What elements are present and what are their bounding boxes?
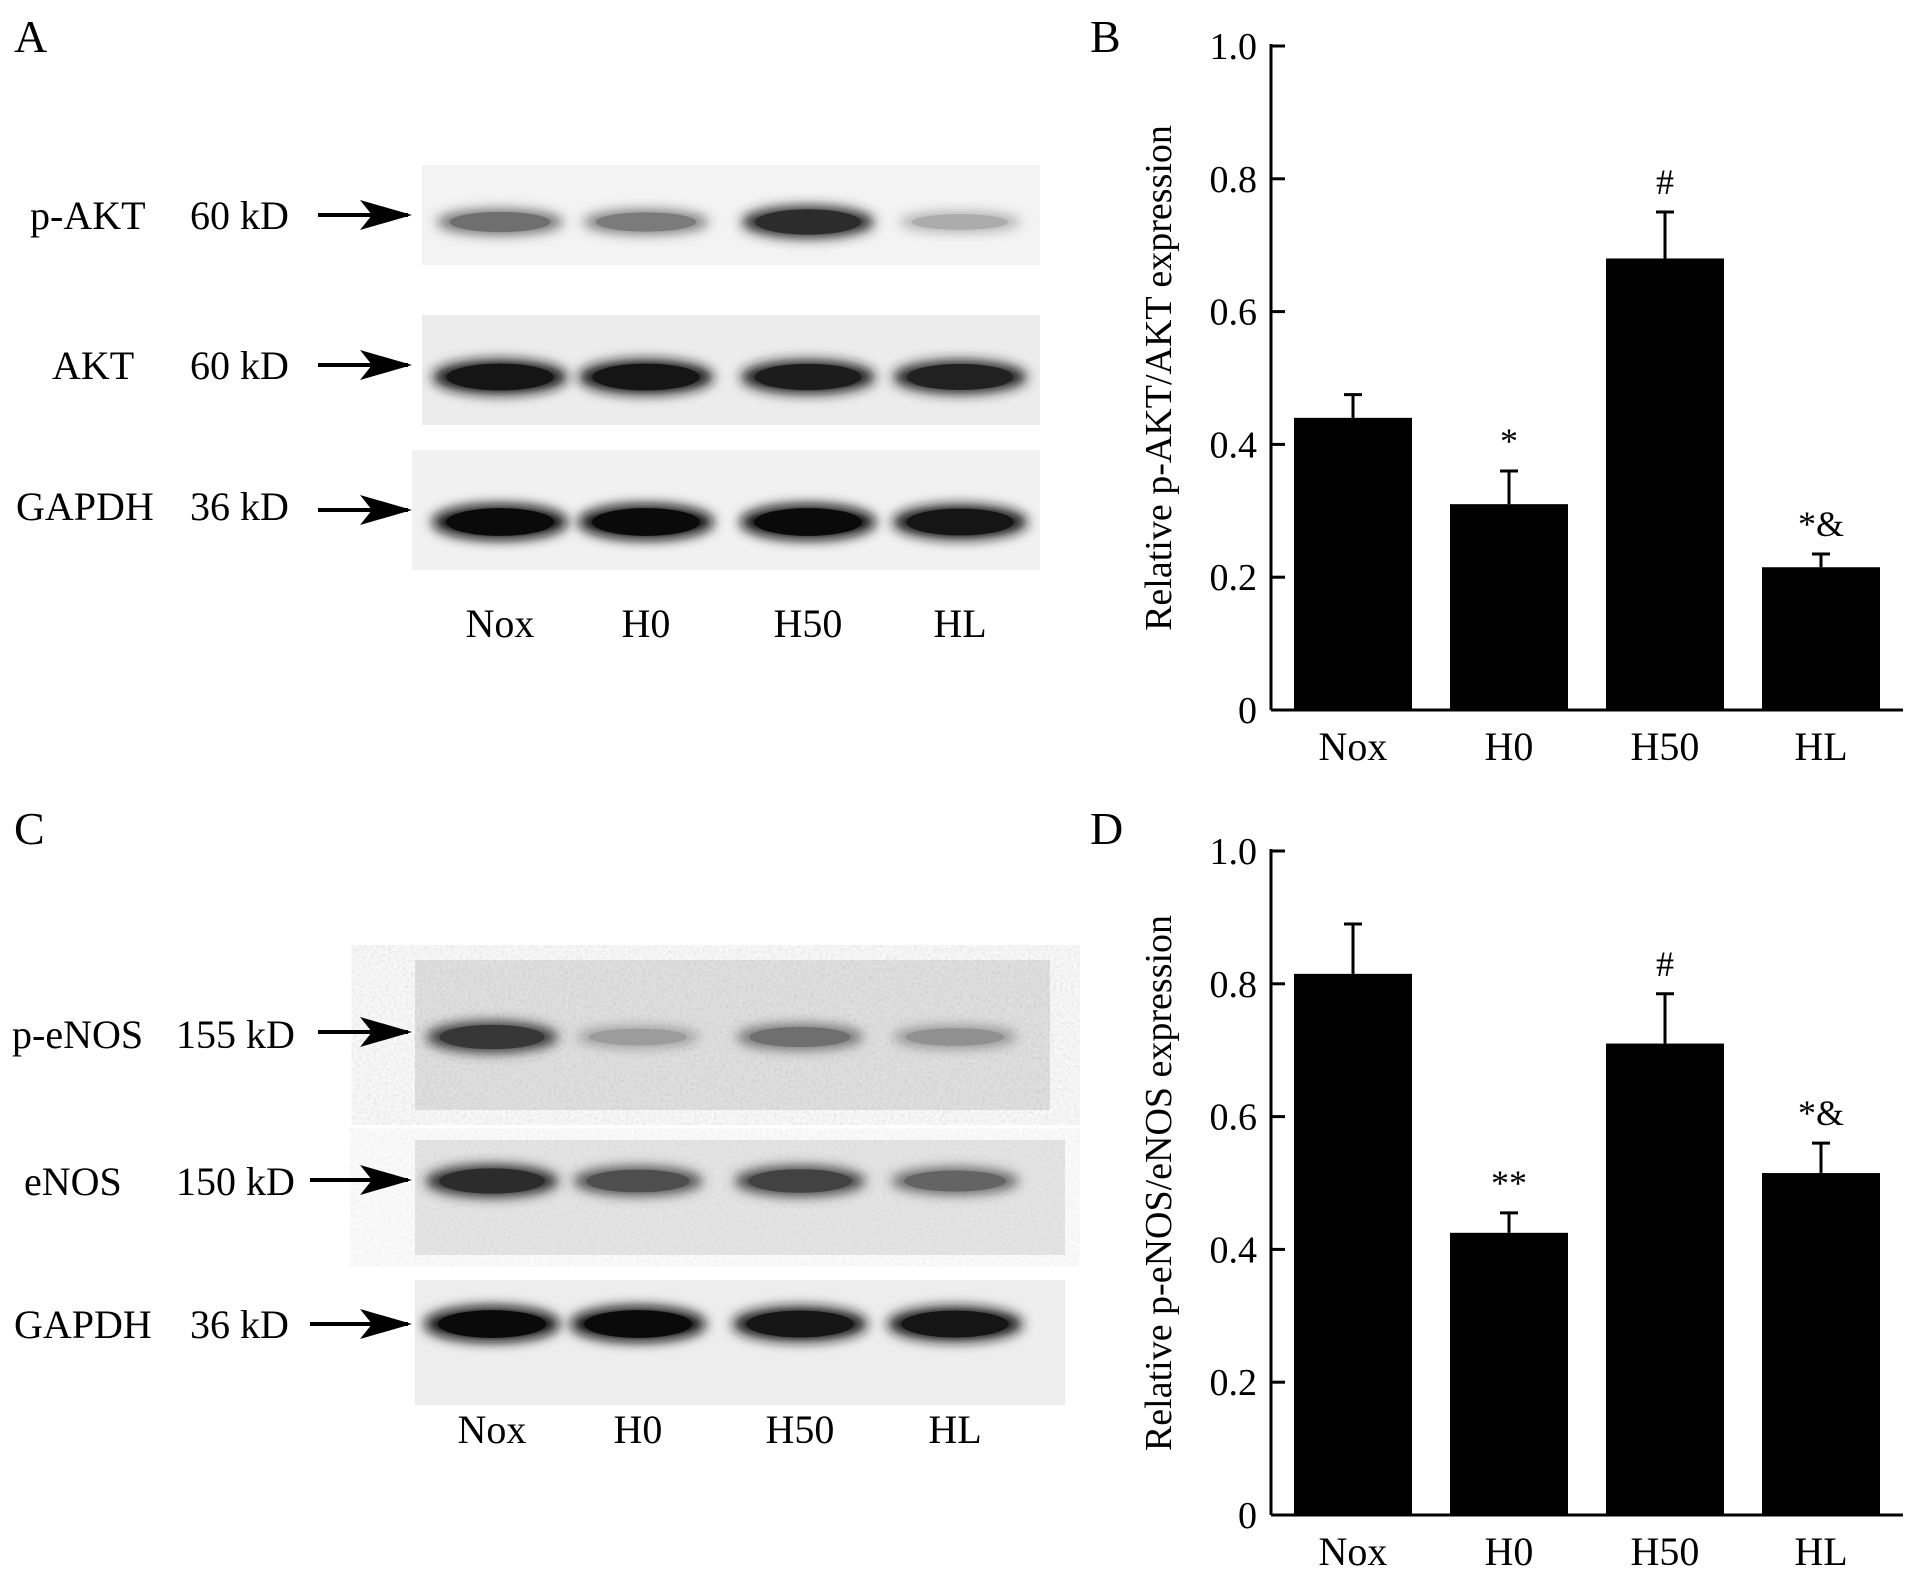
y-tick-label: 0 [1238, 690, 1257, 732]
band-group [424, 1021, 1023, 1342]
protein-band-core [596, 212, 696, 232]
blot-image-c [310, 960, 1065, 1405]
band-label-protein: GAPDH [14, 1302, 152, 1347]
x-tick-label: H0 [1485, 1529, 1534, 1570]
protein-band-core [439, 1168, 545, 1194]
band-label-protein: p-AKT [30, 193, 146, 238]
panel-letter-d: D [1090, 803, 1124, 854]
y-tick-label: 0.6 [1210, 292, 1258, 334]
protein-band-core [754, 363, 862, 391]
y-tick-label: 0.2 [1210, 1362, 1258, 1404]
y-tick-label: 0.4 [1210, 1229, 1258, 1271]
protein-band-core [904, 1170, 1006, 1192]
bar [1450, 1232, 1568, 1515]
protein-band-core [905, 1028, 1005, 1046]
band-label-size: 60 kD [190, 343, 289, 388]
bar [1294, 417, 1412, 710]
y-axis-label: Relative p-AKT/AKT expression [1138, 125, 1180, 631]
bar-chart-d: 0 0.2 0.4 0.6 0.8 1.0 Relative p-eNOS/eNOS exp… [1138, 831, 1903, 1570]
protein-band-core [589, 1028, 687, 1046]
y-tick-label: 1.0 [1210, 26, 1258, 68]
protein-band-core [746, 1310, 854, 1338]
y-tick-label: 0 [1238, 1495, 1257, 1537]
significance-marker: ** [1491, 1163, 1527, 1203]
band-label-size: 36 kD [190, 484, 289, 529]
arrow-icon [318, 1017, 412, 1047]
bar [1606, 258, 1724, 710]
y-tick-label: 0.8 [1210, 964, 1258, 1006]
protein-band-core [446, 508, 554, 536]
lane-label: Nox [457, 1407, 527, 1452]
y-tick-label: 1.0 [1210, 831, 1258, 873]
panel-letter-c: C [14, 803, 45, 854]
lane-label: H50 [773, 601, 843, 646]
band-label-protein: GAPDH [16, 484, 154, 529]
significance-marker: *& [1798, 1093, 1844, 1133]
protein-band-core [749, 1026, 851, 1048]
bar [1450, 504, 1568, 710]
arrow-icon [318, 200, 412, 230]
bar-chart-b: 0 0.2 0.4 0.6 0.8 1.0 Relative p-AKT/AKT expre… [1138, 26, 1903, 769]
protein-band-core [439, 1024, 545, 1050]
protein-band-core [438, 1310, 546, 1338]
protein-band-core [755, 209, 861, 235]
protein-band-core [906, 508, 1014, 536]
band-label-size: 155 kD [176, 1012, 295, 1057]
protein-band-core [592, 363, 700, 391]
significance-marker: * [1500, 421, 1518, 461]
protein-band-core [584, 1310, 692, 1338]
lane-label: H0 [621, 601, 671, 646]
arrow-icon [310, 1165, 412, 1195]
lane-label: Nox [465, 601, 535, 646]
band-label-protein: AKT [52, 343, 135, 388]
bar [1762, 567, 1880, 710]
protein-band-core [592, 508, 700, 536]
y-axis-label: Relative p-eNOS/eNOS expression [1138, 915, 1180, 1451]
band-label-protein: eNOS [24, 1159, 122, 1204]
protein-band-core [901, 1310, 1009, 1338]
significance-marker: *& [1798, 504, 1844, 544]
protein-band-core [748, 1169, 852, 1193]
y-tick-label: 0.6 [1210, 1097, 1258, 1139]
band-group [432, 205, 1028, 540]
protein-band-core [449, 211, 551, 233]
x-tick-label: Nox [1319, 1529, 1388, 1570]
protein-band-core [906, 364, 1014, 390]
x-tick-label: HL [1794, 724, 1847, 769]
western-blot-panel-a: p-AKT 60 kD AKT 60 kD GAPDH 36 kD Nox H0… [0, 0, 1080, 644]
band-label-size: 150 kD [176, 1159, 295, 1204]
lane-label: H0 [613, 1407, 663, 1452]
bar [1762, 1173, 1880, 1515]
bar [1606, 1043, 1724, 1515]
arrow-icon [310, 1309, 412, 1339]
band-label-size: 36 kD [190, 1302, 289, 1347]
x-tick-label: Nox [1319, 724, 1388, 769]
bar [1294, 973, 1412, 1515]
x-tick-label: H0 [1485, 724, 1534, 769]
significance-marker: # [1656, 162, 1674, 202]
panel-letter-a: A [14, 11, 48, 62]
x-tick-label: H50 [1631, 1529, 1700, 1570]
panel-letter-b: B [1090, 11, 1121, 62]
protein-band-core [754, 508, 862, 536]
protein-band-core [911, 214, 1009, 230]
y-tick-label: 0.2 [1210, 557, 1258, 599]
arrow-icon [318, 350, 412, 380]
band-label-size: 60 kD [190, 193, 289, 238]
protein-band-core [586, 1169, 690, 1193]
lane-label: H50 [765, 1407, 835, 1452]
significance-marker: # [1656, 944, 1674, 984]
band-label-protein: p-eNOS [12, 1012, 144, 1057]
x-tick-label: H50 [1631, 724, 1700, 769]
y-tick-label: 0.8 [1210, 159, 1258, 201]
western-blot-panel-c: p-eNOS 155 kD eNOS 150 kD GAPDH 36 kD [0, 800, 1080, 1450]
arrow-icon [318, 495, 412, 525]
lane-label: HL [928, 1407, 982, 1452]
protein-band-core [446, 363, 554, 391]
y-tick-label: 0.4 [1210, 424, 1258, 466]
blot-image-a [318, 165, 1040, 570]
lane-label: HL [933, 601, 987, 646]
x-tick-label: HL [1794, 1529, 1847, 1570]
